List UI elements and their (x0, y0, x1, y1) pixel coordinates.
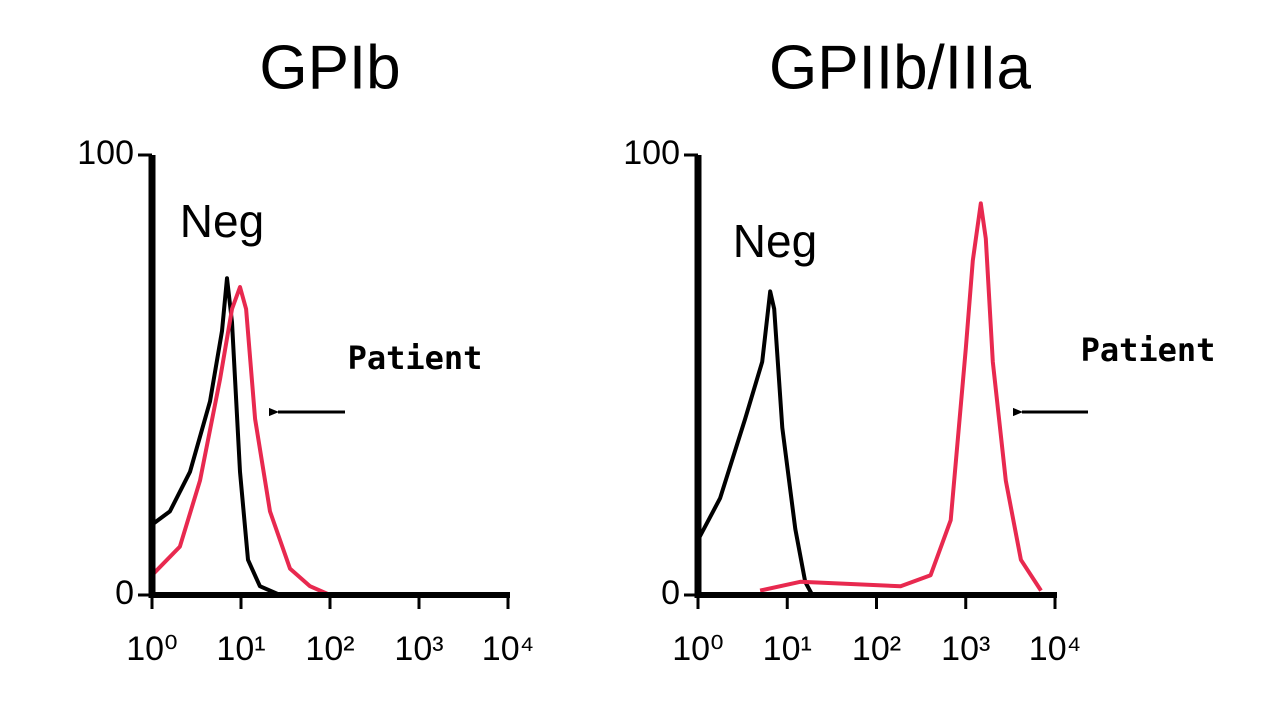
series-line (150, 285, 331, 597)
series-line (150, 276, 281, 597)
chart-title: GPIIb/IIIa (769, 33, 1031, 102)
y-tick-label: 0 (661, 574, 680, 612)
series-line (759, 201, 1043, 593)
x-tick-label: 10¹ (763, 630, 812, 668)
y-tick-label: 100 (77, 134, 134, 172)
neg-label: Neg (733, 215, 817, 267)
x-tick-label: 10⁴ (1029, 630, 1081, 668)
chart-title: GPIb (259, 33, 400, 102)
x-tick-label: 10² (305, 630, 354, 668)
x-tick-label: 10³ (941, 630, 990, 668)
x-tick-label: 10⁰ (126, 630, 177, 668)
y-tick-label: 100 (623, 134, 680, 172)
patient-label: Patient (1081, 331, 1216, 369)
x-tick-label: 10³ (394, 630, 443, 668)
x-tick-label: 10⁰ (672, 630, 723, 668)
neg-label: Neg (180, 195, 264, 247)
y-tick-label: 0 (115, 574, 134, 612)
x-tick-label: 10¹ (216, 630, 265, 668)
series-line (696, 289, 815, 596)
x-tick-label: 10² (852, 630, 901, 668)
x-tick-label: 10⁴ (482, 630, 534, 668)
patient-label: Patient (348, 339, 483, 377)
